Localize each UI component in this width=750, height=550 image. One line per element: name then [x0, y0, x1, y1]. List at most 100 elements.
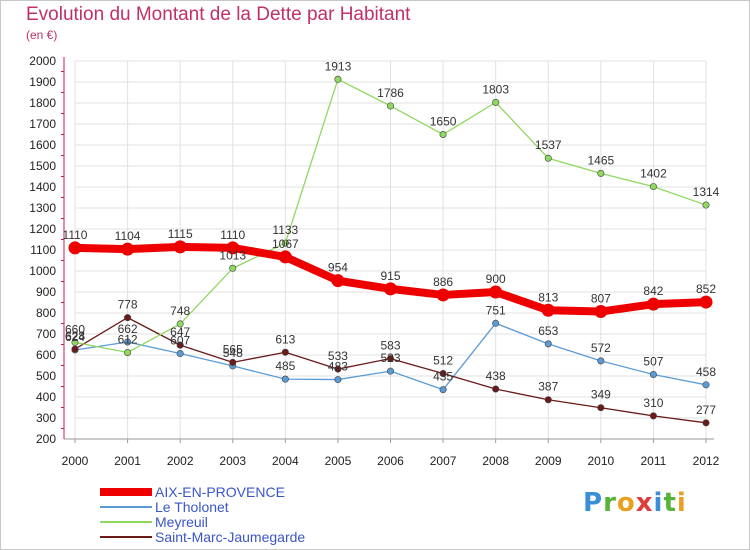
point-aix-en-provence	[121, 242, 135, 256]
chart-subtitle: (en €)	[26, 28, 58, 42]
data-label-le-tholonet: 458	[696, 365, 716, 379]
data-label-meyreuil: 1314	[693, 185, 720, 199]
point-meyreuil	[229, 264, 237, 272]
y-tick-label: 900	[36, 285, 56, 299]
point-aix-en-provence	[489, 285, 503, 299]
data-label-aix-en-provence: 954	[328, 261, 348, 275]
data-label-meyreuil: 1013	[219, 248, 246, 262]
data-label-meyreuil: 1133	[272, 223, 298, 237]
point-le-tholonet	[439, 386, 447, 394]
y-tick-label: 800	[36, 306, 56, 320]
data-label-le-tholonet: 485	[275, 359, 295, 373]
data-label-meyreuil: 1786	[377, 86, 404, 100]
point-meyreuil	[702, 201, 710, 209]
point-aix-en-provence	[594, 305, 608, 319]
data-label-saint-marc-jaumegarde: 349	[591, 388, 611, 402]
logo-letter: i	[676, 488, 687, 518]
data-label-saint-marc-jaumegarde: 310	[643, 396, 663, 410]
data-label-meyreuil: 1913	[325, 59, 352, 73]
logo-letter: r	[603, 488, 617, 518]
data-label-saint-marc-jaumegarde: 778	[118, 298, 138, 312]
data-label-le-tholonet: 624	[65, 330, 85, 344]
data-label-meyreuil: 1465	[587, 153, 614, 167]
point-saint-marc-jaumegarde	[597, 404, 605, 412]
point-meyreuil	[386, 102, 394, 110]
data-label-aix-en-provence: 807	[591, 292, 611, 306]
legend-label-le-tholonet: Le Tholonet	[155, 499, 229, 515]
point-le-tholonet	[649, 371, 657, 379]
y-tick-label: 1300	[29, 201, 56, 215]
y-tick-label: 1400	[29, 180, 56, 194]
y-tick-label: 1000	[29, 264, 56, 278]
legend-label-meyreuil: Meyreuil	[155, 514, 208, 530]
x-tick-label: 2009	[535, 454, 562, 468]
data-label-le-tholonet: 751	[486, 303, 506, 317]
point-meyreuil	[597, 169, 605, 177]
y-tick-label: 300	[36, 411, 56, 425]
y-tick-label: 1500	[29, 159, 56, 173]
data-label-saint-marc-jaumegarde: 583	[380, 339, 400, 353]
x-tick-label: 2006	[377, 454, 404, 468]
data-label-aix-en-provence: 1067	[272, 237, 299, 251]
data-label-saint-marc-jaumegarde: 628	[65, 329, 85, 343]
logo-letter: t	[663, 488, 677, 518]
point-meyreuil	[281, 239, 289, 247]
point-saint-marc-jaumegarde	[649, 412, 657, 420]
point-saint-marc-jaumegarde	[334, 365, 342, 373]
point-le-tholonet	[492, 319, 500, 327]
y-tick-label: 2000	[29, 54, 56, 68]
data-label-le-tholonet: 548	[223, 346, 243, 360]
point-aix-en-provence	[699, 295, 713, 309]
proxiti-logo: Proxiti	[583, 488, 687, 518]
data-label-saint-marc-jaumegarde: 512	[433, 353, 453, 367]
data-label-le-tholonet: 653	[538, 324, 558, 338]
point-meyreuil	[439, 131, 447, 139]
data-label-le-tholonet: 607	[170, 334, 190, 348]
point-saint-marc-jaumegarde	[71, 345, 79, 353]
x-tick-label: 2008	[482, 454, 509, 468]
x-tick-label: 2010	[587, 454, 614, 468]
point-aix-en-provence	[226, 241, 240, 255]
point-aix-en-provence	[436, 288, 450, 302]
legend-label-saint-marc-jaumegarde: Saint-Marc-Jaumegarde	[155, 529, 305, 545]
x-tick-label: 2001	[114, 454, 141, 468]
chart-title: Evolution du Montant de la Dette par Hab…	[26, 4, 411, 25]
data-label-saint-marc-jaumegarde: 565	[223, 342, 243, 356]
y-tick-label: 600	[36, 348, 56, 362]
point-saint-marc-jaumegarde	[124, 314, 132, 322]
point-aix-en-provence	[68, 241, 82, 255]
data-label-meyreuil: 1402	[640, 167, 667, 181]
data-label-aix-en-provence: 842	[643, 284, 663, 298]
data-label-saint-marc-jaumegarde: 277	[696, 403, 716, 417]
data-label-aix-en-provence: 900	[486, 272, 506, 286]
data-label-aix-en-provence: 813	[538, 290, 558, 304]
x-tick-label: 2000	[62, 454, 89, 468]
data-label-meyreuil: 1803	[482, 82, 509, 96]
point-saint-marc-jaumegarde	[386, 355, 394, 363]
data-label-aix-en-provence: 1104	[115, 229, 141, 243]
y-tick-label: 1900	[29, 75, 56, 89]
point-saint-marc-jaumegarde	[176, 341, 184, 349]
data-label-le-tholonet: 662	[118, 322, 138, 336]
y-tick-label: 1200	[29, 222, 56, 236]
data-label-le-tholonet: 523	[380, 351, 400, 365]
logo-letter: o	[616, 488, 636, 518]
point-le-tholonet	[334, 376, 342, 384]
logo-letter: i	[653, 488, 664, 518]
point-aix-en-provence	[173, 240, 187, 254]
x-tick-label: 2007	[430, 454, 457, 468]
x-tick-label: 2004	[272, 454, 299, 468]
data-label-aix-en-provence: 1110	[220, 228, 245, 242]
data-label-saint-marc-jaumegarde: 438	[486, 369, 506, 383]
data-label-meyreuil: 748	[170, 304, 190, 318]
y-tick-label: 200	[36, 432, 56, 446]
data-label-meyreuil: 1650	[430, 115, 457, 129]
point-meyreuil	[71, 338, 79, 346]
point-le-tholonet	[597, 357, 605, 365]
data-label-aix-en-provence: 1110	[63, 228, 88, 242]
y-tick-label: 1600	[29, 138, 56, 152]
point-meyreuil	[544, 154, 552, 162]
y-tick-label: 500	[36, 369, 56, 383]
